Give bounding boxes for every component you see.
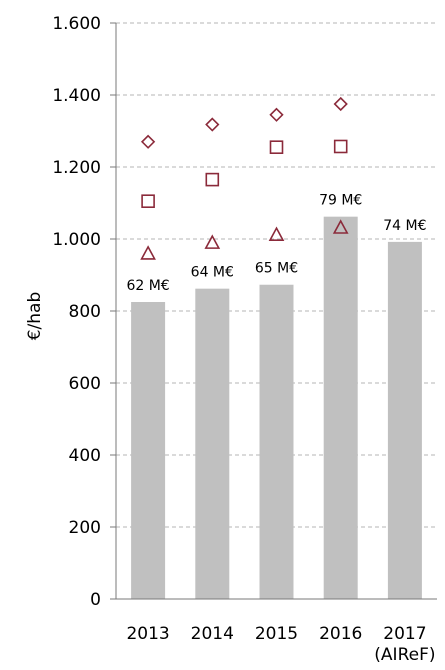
bar-value-label: 74 M€ [383,218,426,234]
x-tick-label: 2017 [383,624,426,644]
label-layer: 62 M€ 64 M€ 65 M€ 79 M€ 74 M€ [126,193,426,294]
bar [195,288,230,599]
triangle-marker [268,226,285,242]
bar-value-label: 65 M€ [255,261,298,277]
x-tick-label: 2013 [126,624,169,644]
grid-layer [116,22,437,528]
square-marker [141,194,155,208]
bar [259,284,294,599]
y-tick-label: 600 [69,374,101,394]
y-tick-label: 800 [69,302,101,322]
square-marker [333,139,348,154]
y-tick-label: 1.400 [52,86,101,106]
y-tick-label: 1.200 [52,158,101,178]
diamond-marker [205,117,220,132]
y-tick-label: 200 [69,518,101,538]
triangle-marker [332,219,349,234]
bar-layer [131,216,422,599]
x-tick-label: 2015 [255,624,298,644]
square-marker [205,172,220,187]
marker-layer [140,96,349,260]
triangle-marker [140,245,156,260]
y-axis-label: €/hab [25,292,45,341]
bar-value-label: 79 M€ [319,193,362,209]
y-tick-label: 1.600 [52,14,101,34]
y-tick-label: 1.000 [52,230,101,250]
diamond-marker [333,96,348,112]
bar-value-label: 64 M€ [191,265,234,281]
bar [323,216,358,599]
y-tick-label: 400 [69,446,101,466]
diamond-marker [269,107,284,122]
x-tick-label: 2014 [191,624,234,644]
axis-layer: 0 200 400 600 800 1.000 1.200 1.400 1.600 2013 201… [52,14,437,665]
triangle-marker [204,234,221,249]
y-tick-label: 0 [90,590,101,610]
bar-value-label: 62 M€ [126,278,169,294]
x-tick-label: 2016 [319,624,362,644]
diamond-marker [140,134,156,149]
square-marker [269,140,284,154]
x-tick-label-line2: (AIReF) [374,645,435,665]
bar [387,241,422,599]
bar [131,302,166,599]
